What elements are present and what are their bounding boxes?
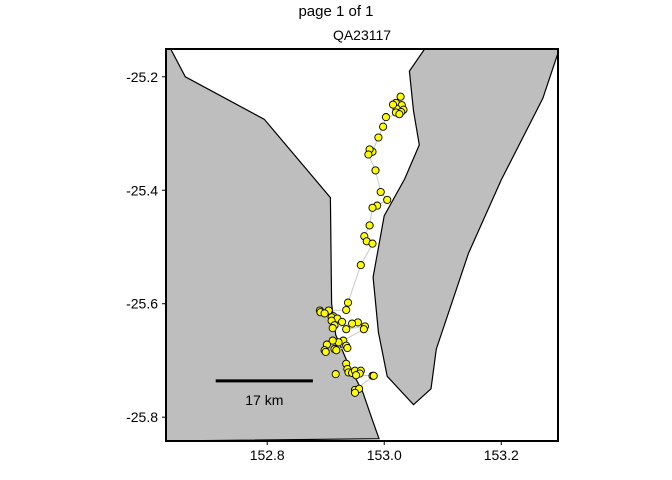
location-point bbox=[381, 113, 391, 122]
y-tick-label: -25.8 bbox=[126, 409, 158, 425]
location-point bbox=[371, 166, 380, 175]
location-point bbox=[350, 388, 360, 397]
location-point bbox=[395, 110, 404, 119]
location-point bbox=[379, 122, 388, 131]
location-point bbox=[364, 150, 373, 159]
location-point bbox=[388, 100, 398, 109]
location-point bbox=[342, 325, 351, 334]
y-tick-label: -25.2 bbox=[126, 69, 158, 85]
location-point bbox=[369, 371, 378, 380]
location-point bbox=[321, 347, 330, 356]
plot-title: QA23117 bbox=[332, 27, 392, 43]
x-tick-label: 153.0 bbox=[367, 447, 402, 463]
x-tick-label: 152.8 bbox=[250, 447, 285, 463]
location-point bbox=[383, 195, 392, 204]
location-point bbox=[342, 305, 351, 315]
page-label: page 1 of 1 bbox=[298, 3, 374, 20]
location-point bbox=[356, 261, 365, 270]
location-point bbox=[359, 325, 368, 334]
location-point bbox=[338, 317, 347, 326]
y-tick-label: -25.6 bbox=[126, 296, 158, 312]
location-point bbox=[343, 343, 352, 353]
location-point bbox=[365, 221, 374, 230]
y-tick-label: -25.4 bbox=[126, 182, 158, 198]
x-tick-label: 153.2 bbox=[484, 447, 519, 463]
location-point bbox=[368, 239, 377, 248]
location-point bbox=[328, 336, 337, 345]
location-point bbox=[331, 370, 340, 379]
location-point bbox=[352, 371, 361, 380]
axes: 152.8 153.0 153.2 -25.2 -25.4 -25.6 -25.8 bbox=[126, 69, 519, 463]
location-point bbox=[396, 92, 405, 101]
map-frame bbox=[165, 48, 559, 442]
location-point bbox=[374, 133, 383, 142]
scale-bar-label: 17 km bbox=[245, 392, 283, 408]
location-point bbox=[368, 203, 377, 212]
location-point bbox=[348, 319, 357, 328]
location-point bbox=[332, 346, 341, 355]
location-point bbox=[343, 298, 353, 307]
location-point bbox=[320, 309, 329, 318]
land-polygon-2 bbox=[372, 49, 558, 406]
points-layer bbox=[315, 92, 408, 397]
location-point bbox=[328, 324, 337, 333]
scale-bar: 17 km bbox=[215, 379, 313, 408]
location-point bbox=[376, 187, 385, 197]
